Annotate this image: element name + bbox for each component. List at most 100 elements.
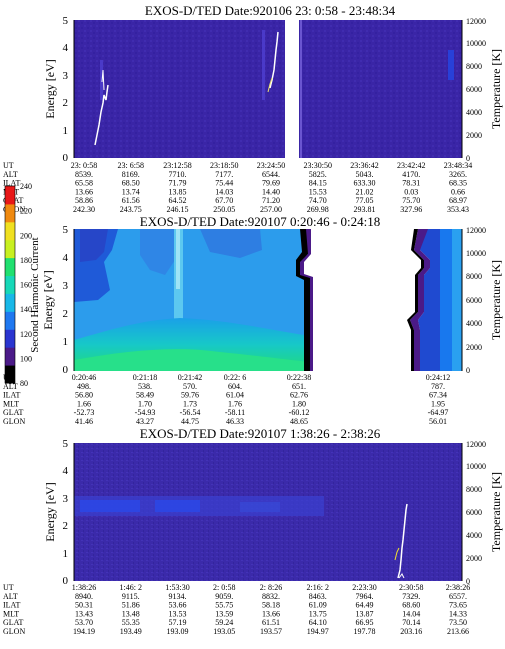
- panel-2-ytick: 3: [63, 280, 69, 292]
- table-cell: 1:46: 2: [120, 583, 142, 592]
- table-cell: 0.03: [404, 187, 418, 196]
- table-cell: 9059.: [215, 592, 233, 601]
- table-cell: 68.97: [449, 196, 467, 205]
- table-cell: 13.85: [169, 187, 187, 196]
- table-cell: 61.04: [226, 391, 244, 400]
- panel-1-ytick: 0: [63, 152, 69, 164]
- panel-2-ytick2: 12000: [466, 226, 486, 235]
- panel-2-right-ticks: 0 2000 4000 6000 8000 10000 12000: [466, 226, 486, 375]
- table-cell: 13.43: [75, 609, 93, 618]
- panel-2-colorbar-label: Second Harmonic Current: [29, 237, 41, 352]
- table-cell: 6544.: [262, 170, 280, 179]
- panel-1-right-ticks: 0 2000 4000 6000 8000 10000 12000: [466, 17, 486, 163]
- table-cell: 8832.: [262, 592, 280, 601]
- table-cell: 66.95: [356, 618, 374, 627]
- table-cell: 1.73: [183, 399, 197, 408]
- table-cell: 633.30: [354, 179, 376, 188]
- panel-3-ytick2: 4000: [466, 531, 482, 540]
- table-cell: 2: 0:58: [213, 583, 235, 592]
- panel-1-gap-edge: [300, 20, 302, 158]
- table-cell: 257.00: [260, 205, 282, 214]
- panel-1-data-gap: [285, 20, 299, 158]
- table-cell: 71.79: [169, 179, 187, 188]
- table-cell: -54.93: [135, 408, 156, 417]
- table-cell: 73.65: [449, 601, 467, 610]
- panel-1-ytick: 3: [63, 70, 69, 82]
- table-cell: 46.33: [226, 417, 244, 426]
- panel-2-ytick2: 0: [466, 366, 470, 375]
- table-cell: -64.97: [428, 408, 449, 417]
- colorbar-tick: 240: [20, 182, 32, 191]
- panel-3-ytick2: 0: [466, 577, 470, 586]
- table-cell: 13.75: [309, 609, 327, 618]
- table-cell: 43.27: [136, 417, 154, 426]
- table-cell: 538.: [138, 382, 152, 391]
- panel-1-ytick2: 0: [466, 154, 470, 163]
- table-cell: 68.35: [449, 179, 467, 188]
- panel-1-ytick2: 12000: [466, 17, 486, 26]
- table-cell: 353.43: [447, 205, 469, 214]
- colorbar-swatch: [5, 293, 15, 312]
- table-row-label: GLON: [3, 627, 25, 636]
- table-cell: 55.75: [215, 601, 233, 610]
- table-cell: 23:36:42: [350, 161, 378, 170]
- table-cell: 13.59: [215, 609, 233, 618]
- panel-1-streak: [262, 30, 265, 100]
- table-cell: 14.40: [262, 187, 280, 196]
- panel-1-ytick2: 2000: [466, 131, 482, 140]
- panel-2-ylabel2: Temperature [K]: [489, 260, 503, 340]
- table-cell: 8169.: [122, 170, 140, 179]
- colorbar-tick: 120: [20, 330, 32, 339]
- table-cell: 7177.: [215, 170, 233, 179]
- table-cell: 50.31: [75, 601, 93, 610]
- colorbar-tick: 140: [20, 305, 32, 314]
- panel-2-ytick2: 4000: [466, 319, 482, 328]
- colorbar-swatch: [5, 347, 15, 366]
- table-cell: 23:12:58: [163, 161, 191, 170]
- table-cell: 2:23:30: [352, 583, 376, 592]
- table-cell: 53.66: [169, 601, 187, 610]
- table-cell: 71.20: [262, 196, 280, 205]
- table-cell: 7329.: [402, 592, 420, 601]
- panel-3-temperature-trace: [398, 573, 405, 579]
- table-cell: 23: 0:58: [71, 161, 97, 170]
- table-cell: 193.57: [260, 627, 282, 636]
- panel-2-ytick2: 6000: [466, 296, 482, 305]
- panel-1-ytick: 2: [63, 97, 69, 109]
- table-cell: 65.58: [75, 179, 93, 188]
- table-cell: 75.44: [215, 179, 233, 188]
- colorbar-tick: 180: [20, 256, 32, 265]
- table-cell: 62.76: [290, 391, 308, 400]
- panel-2-ytick: 5: [63, 224, 69, 236]
- table-cell: -52.73: [74, 408, 95, 417]
- table-cell: 13.66: [262, 609, 280, 618]
- panel-3-ytick: 3: [63, 493, 69, 505]
- table-cell: 14.03: [215, 187, 233, 196]
- table-cell: 2:16: 2: [307, 583, 329, 592]
- panel-1-ytick: 4: [63, 42, 69, 54]
- table-cell: 67.70: [215, 196, 233, 205]
- table-row-label: MLT: [3, 399, 19, 408]
- table-cell: 1.70: [138, 399, 152, 408]
- table-cell: 0:21:42: [178, 373, 202, 382]
- table-cell: 2: 8:26: [260, 583, 282, 592]
- table-cell: 48.65: [290, 417, 308, 426]
- panel-2-ytick2: 10000: [466, 249, 486, 258]
- table-cell: 5825.: [309, 170, 327, 179]
- table-cell: 1.80: [292, 399, 306, 408]
- panel-3-energy-band: [240, 502, 280, 512]
- panel-1-title: EXOS-D/TED Date:920106 23: 0:58 - 23:48:…: [145, 3, 396, 18]
- panel-1-ytick2: 4000: [466, 108, 482, 117]
- table-cell: 64.10: [309, 618, 327, 627]
- panel-3-ytick: 4: [63, 465, 69, 477]
- table-cell: 68.60: [402, 601, 420, 610]
- table-cell: 1.76: [228, 399, 242, 408]
- panel-3-temperature-trace: [397, 503, 408, 579]
- panel-2-ylabel: Energy [eV]: [41, 270, 55, 329]
- table-cell: 58.86: [75, 196, 93, 205]
- table-cell: 4170.: [402, 170, 420, 179]
- colorbar-swatch: [5, 203, 15, 223]
- table-row-label: ALT: [3, 170, 18, 179]
- table-cell: 1.95: [431, 399, 445, 408]
